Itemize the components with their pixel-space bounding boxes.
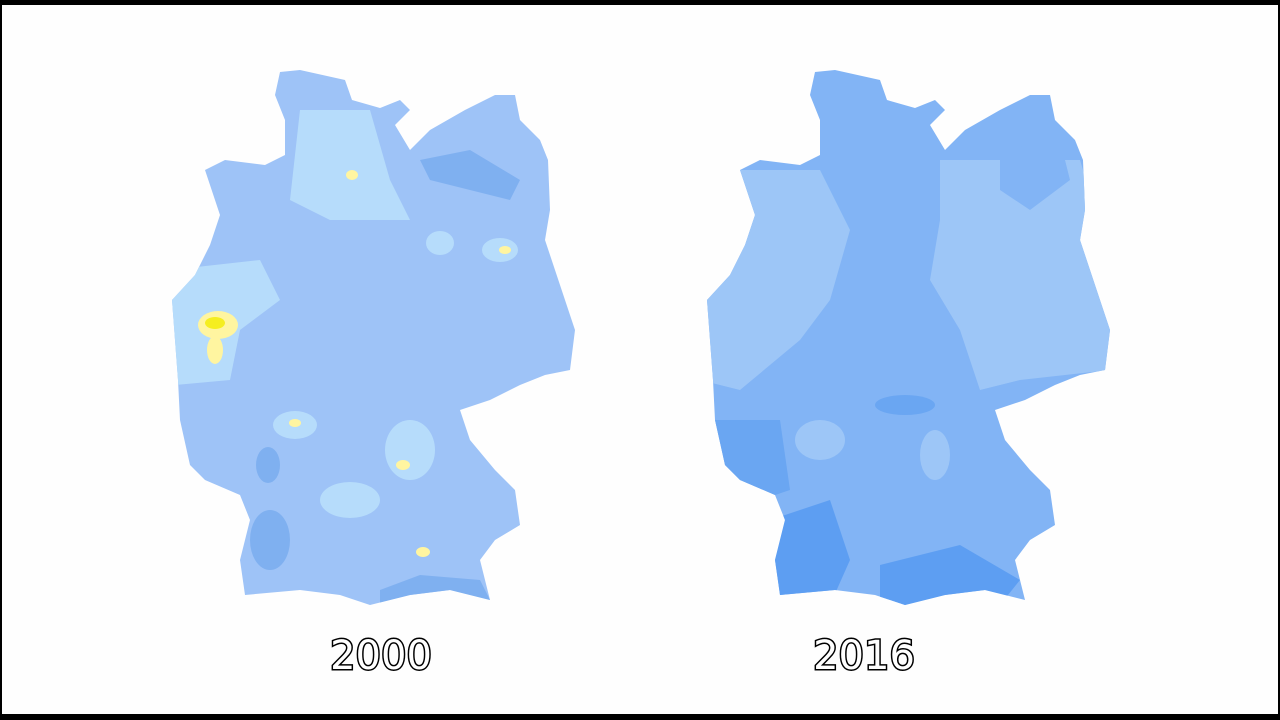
year-label: 2016 xyxy=(813,633,915,679)
map-2000 xyxy=(172,70,575,605)
year-label: 2000 xyxy=(330,633,432,679)
map-2016-shading xyxy=(707,140,1110,605)
